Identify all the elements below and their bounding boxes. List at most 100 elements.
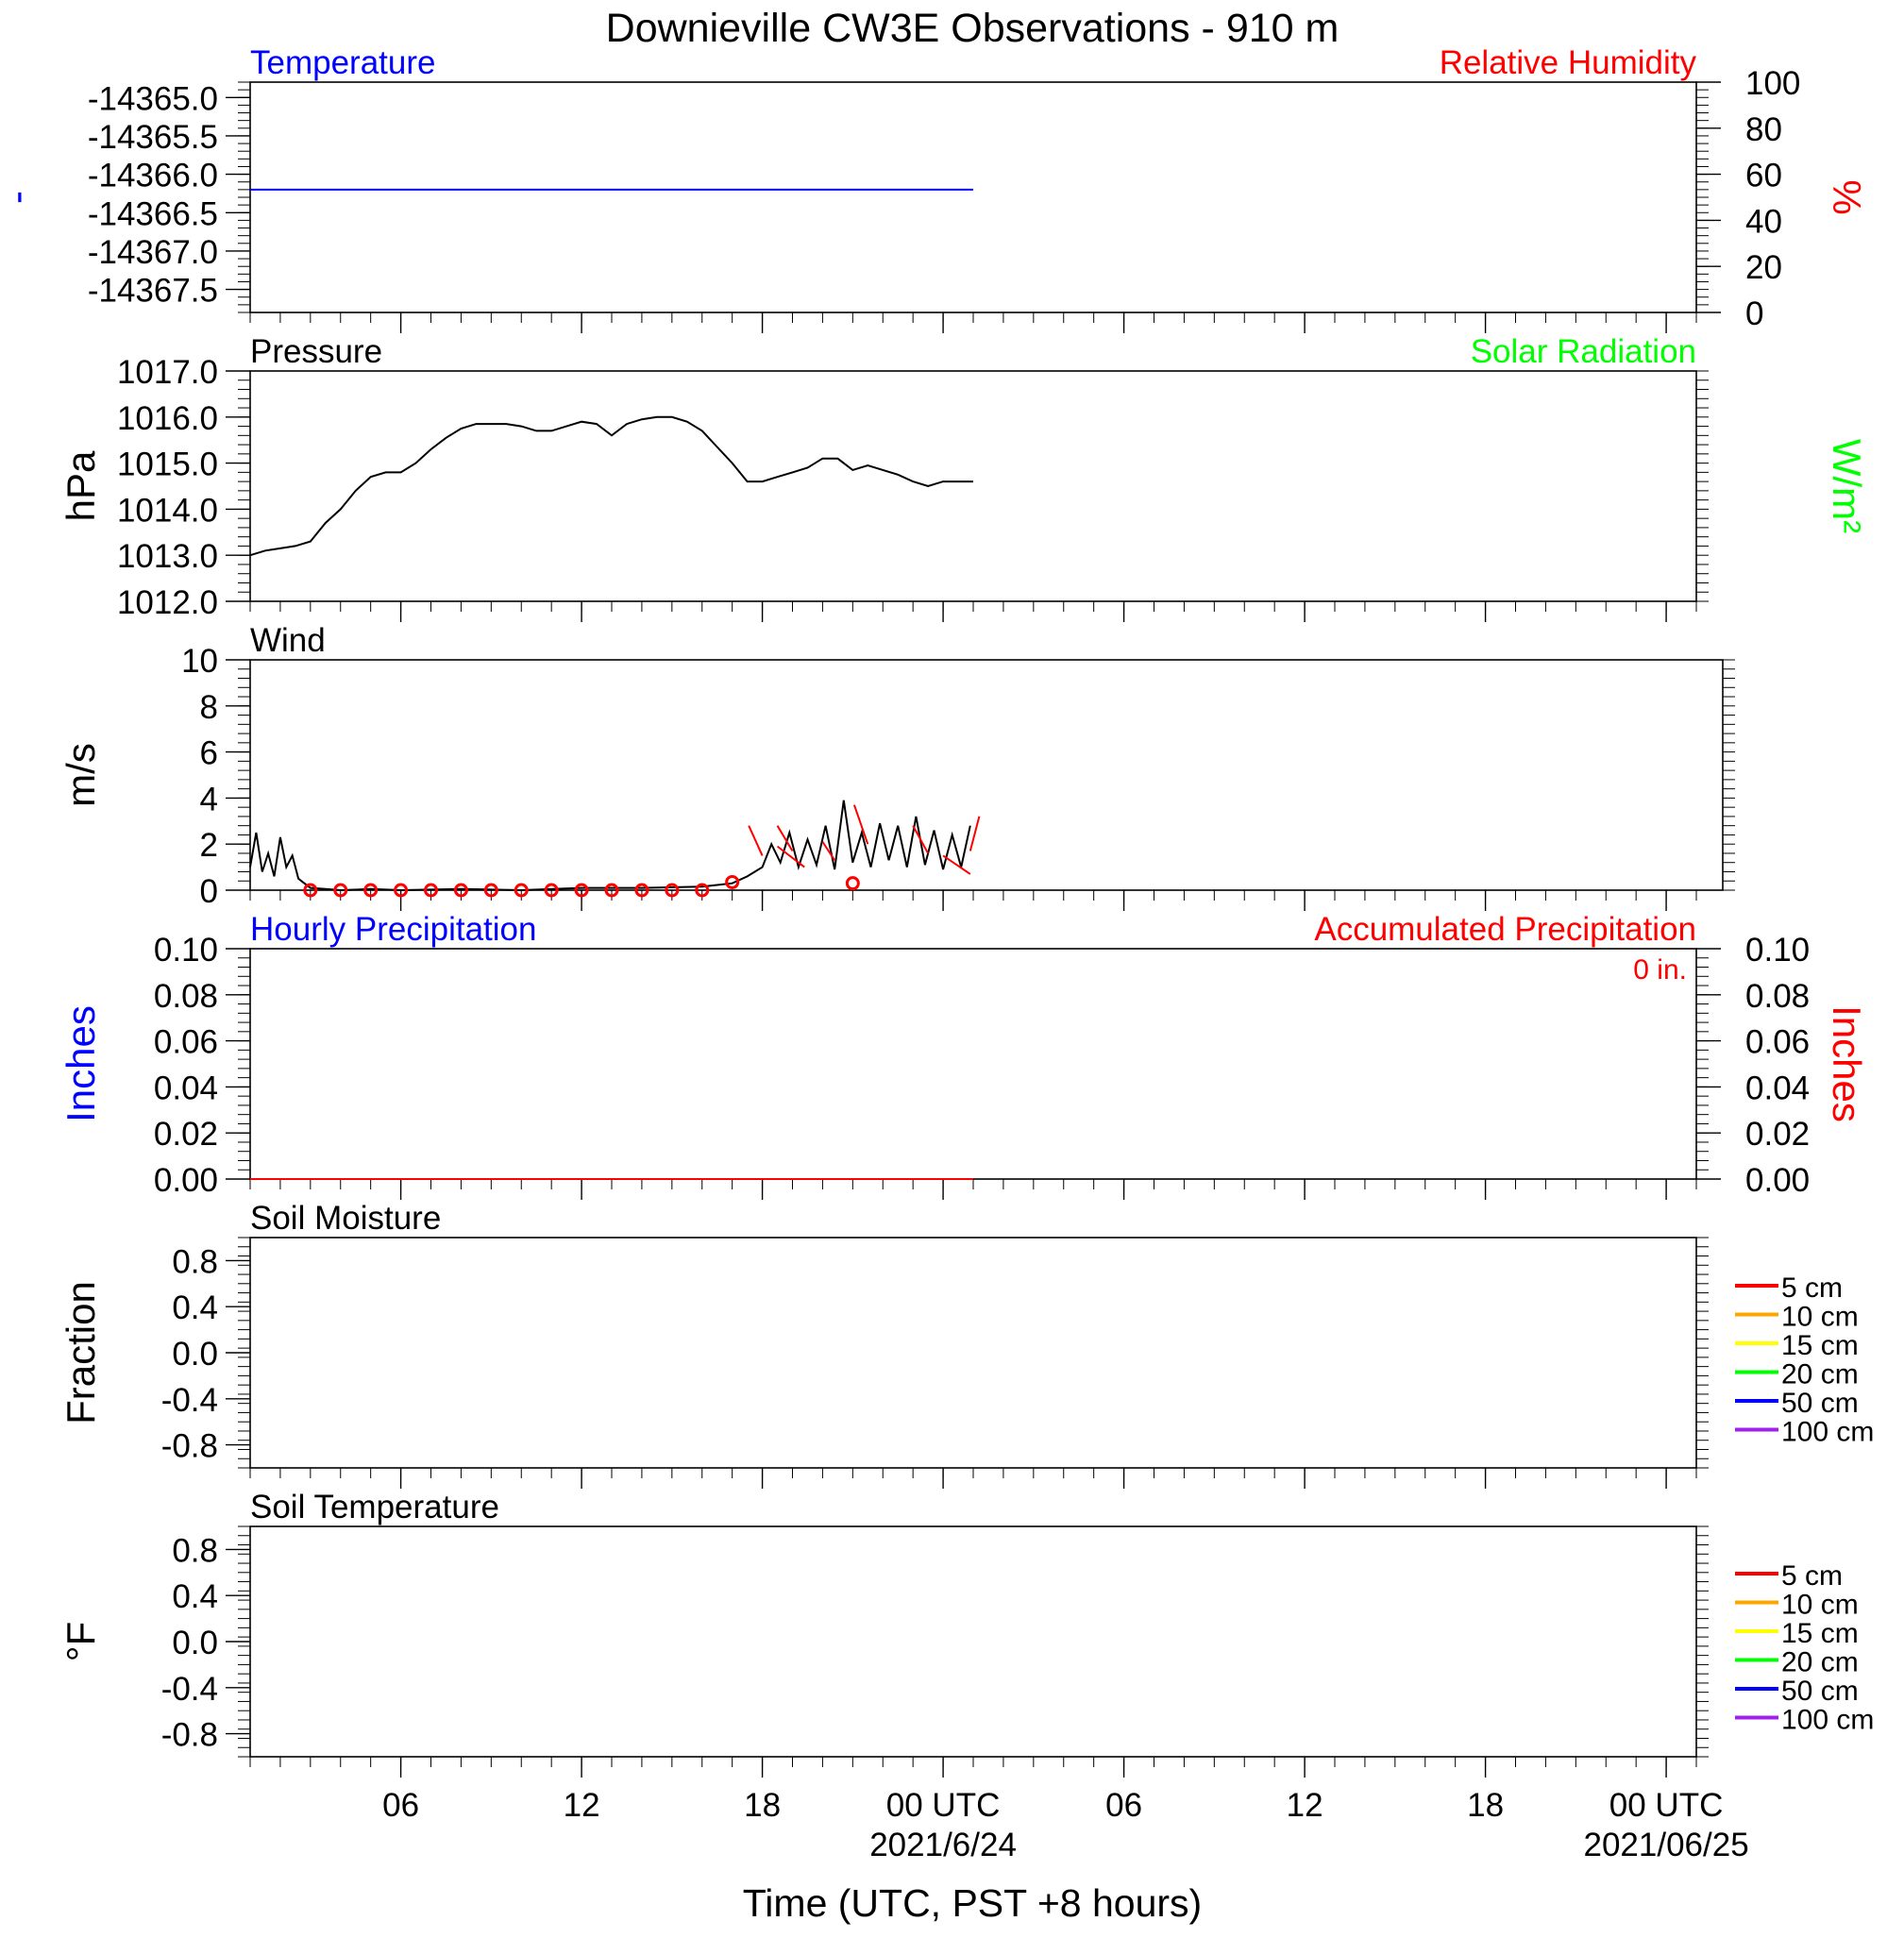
soil-temperature-panel: 0.8 0.4 0.0 -0.4 -0.8 Soil Temperature °F [59,1489,1709,1778]
wind-direction-barb [912,825,930,854]
legend-label: 15 cm [1781,1618,1859,1649]
y-axis-label: m/s [59,743,103,807]
y2-tick-label: 40 [1745,203,1782,240]
wind-direction-barb [776,845,805,868]
y-tick-label: -14365.5 [88,119,218,156]
wind-direction-barb [748,825,764,856]
legend-label: 100 cm [1781,1417,1874,1448]
y-tick-label: 0.4 [172,1289,218,1326]
y2-tick-label: 60 [1745,158,1782,194]
panel-title-right: Relative Humidity [1440,44,1697,81]
y-tick-label: 8 [200,689,218,726]
y-tick-label: 0.4 [172,1578,218,1615]
x-tick-label: 18 [1467,1787,1504,1824]
y-tick-label: 0.0 [172,1336,218,1373]
y-tick-label: 2 [200,827,218,864]
wind-panel: 10 8 6 4 2 0 Wind m/s [59,622,1735,911]
legend-label: 15 cm [1781,1330,1859,1361]
y-tick-label: 4 [200,781,218,817]
y-tick-label: 0.0 [172,1625,218,1661]
y-tick-label: -14366.0 [88,158,218,194]
y-axis-label: Fraction [59,1281,103,1424]
pressure-panel: 1017.0 1016.0 1015.0 1014.0 1013.0 1012.0 Pres… [59,333,1869,622]
legend-label: 50 cm [1781,1388,1859,1419]
legend-label: 20 cm [1781,1647,1859,1678]
y2-tick-label: 80 [1745,111,1782,148]
y-tick-label: -0.8 [161,1717,218,1754]
y2-tick-label: 100 [1745,65,1800,102]
y-tick-label: 1012.0 [117,584,218,621]
wind-calm-marker [483,883,498,898]
panel-title-left: Pressure [250,333,382,370]
legend-label: 100 cm [1781,1705,1874,1736]
y2-tick-label: 0.06 [1745,1024,1810,1061]
y-tick-label: 1013.0 [117,538,218,575]
legend-label: 5 cm [1781,1272,1843,1304]
precipitation-panel: 0.10 0.08 0.06 0.04 0.02 0.00 0.10 0.08 0.06 0.04… [59,911,1869,1200]
y-tick-label: 10 [181,643,218,680]
wind-calm-marker [333,883,348,898]
y-tick-label: 0.06 [154,1024,218,1061]
wind-direction-barb [776,825,794,852]
legend-label: 10 cm [1781,1302,1859,1333]
y2-tick-label: 0.02 [1745,1116,1810,1153]
y-tick-label: -0.4 [161,1671,218,1708]
wind-direction-barb [852,804,869,845]
x-tick-label: 18 [744,1787,781,1824]
wind-calm-marker [544,883,559,898]
x-tick-label: 00 UTC [886,1787,1001,1824]
panel-title-left: Wind [250,622,326,659]
wind-direction-barb [821,841,836,861]
y-axis-label: Inches [59,1005,103,1122]
y2-axis-label: W/m² [1825,439,1869,533]
wind-calm-marker [453,883,468,898]
wind-calm-marker [424,883,438,898]
y2-tick-label: 0.00 [1745,1162,1810,1199]
plot-frame [249,370,1697,602]
y-tick-label: 0 [200,873,218,910]
plot-frame [249,948,1697,1180]
panel-title-left: Hourly Precipitation [250,911,536,948]
y-tick-label: 1015.0 [117,447,218,483]
wind-calm-marker [574,883,589,898]
y-tick-label: 1016.0 [117,400,218,437]
wind-calm-marker [665,883,680,898]
y2-tick-label: 0.08 [1745,978,1810,1015]
y2-tick-label: 0.04 [1745,1070,1810,1106]
x-tick-label: 00 UTC [1609,1787,1724,1824]
wind-calm-marker [363,883,379,898]
y-tick-label: -0.8 [161,1428,218,1465]
y2-tick-label: 20 [1745,249,1782,286]
x-date-label: 2021/06/25 [1583,1827,1748,1863]
y-tick-label: -14366.5 [88,195,218,232]
x-date-label: 2021/6/24 [869,1827,1017,1863]
wind-calm-marker [303,883,318,898]
wind-direction-barb [942,854,971,875]
wind-calm-marker [514,883,529,898]
legend-label: 20 cm [1781,1359,1859,1390]
wind-calm-marker [604,883,619,898]
x-axis-label: Time (UTC, PST +8 hours) [743,1881,1202,1925]
wind-direction-barb [969,816,981,851]
plot-frame [249,1237,1697,1469]
y-tick-label: 0.10 [154,932,218,969]
y-tick-label: 0.08 [154,978,218,1015]
y-tick-label: -14365.0 [88,80,218,117]
x-tick-label: 06 [1105,1787,1142,1824]
chart-title: Downieville CW3E Observations - 910 m [606,6,1340,51]
y-tick-label: 0.8 [172,1532,218,1569]
y2-tick-label: 0 [1745,295,1763,332]
x-tick-label: 12 [1287,1787,1323,1824]
y-tick-label: -14367.5 [88,273,218,310]
panel-title-right: Solar Radiation [1471,333,1696,370]
temperature-panel: -14365.0-14365.5-14366.0-14366.5-14367.0… [0,44,1869,333]
y-tick-label: 0.04 [154,1070,218,1106]
y-tick-label: 0.00 [154,1162,218,1199]
plot-frame [249,1525,1697,1758]
y2-tick-label: 0.10 [1745,932,1810,969]
wind-calm-marker [845,876,860,891]
y2-axis-label: Inches [1825,1005,1869,1122]
